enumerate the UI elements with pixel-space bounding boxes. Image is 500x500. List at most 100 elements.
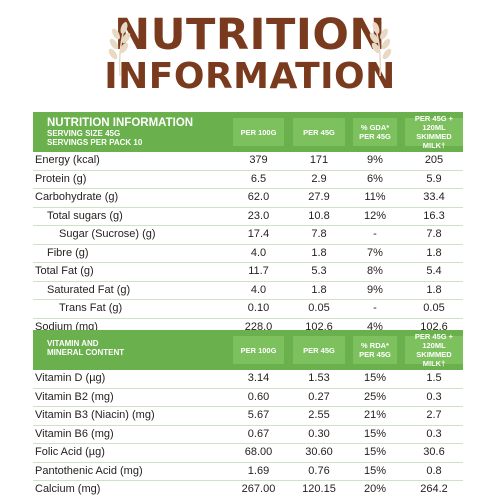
table-row: Vitamin B3 (Niacin) (mg) 5.67 2.55 21% 2.7 — [33, 407, 463, 426]
row-value: 0.67 — [247, 427, 270, 440]
row-label: Fibre (g) — [47, 246, 89, 259]
row-value: 33.4 — [423, 191, 445, 203]
row-value: 0.10 — [247, 302, 270, 314]
row-value: 171 — [309, 154, 329, 166]
row-value: 1.8 — [426, 283, 442, 296]
row-value: 30.6 — [423, 446, 445, 458]
row-label: Carbohydrate (g) — [35, 191, 119, 203]
row-label: Energy (kcal) — [35, 154, 100, 166]
servings-per-pack-label: SERVINGS PER PACK 10 — [47, 138, 143, 147]
wheat-icon — [369, 21, 392, 77]
row-label: Sugar (Sucrose) (g) — [59, 228, 156, 240]
row-label: Protein (g) — [35, 172, 87, 185]
column-header-per-100g: PER 100G — [233, 336, 284, 364]
row-value: 5.9 — [426, 172, 442, 185]
row-value: 4.0 — [250, 283, 267, 296]
row-value: 1.8 — [311, 246, 327, 259]
column-header-rda: % RDA* PER 45G — [353, 336, 397, 364]
column-header-with-milk: PER 45G + 120ML SKIMMED MILK† — [405, 114, 463, 150]
column-header-per-45g: PER 45G — [293, 336, 345, 364]
row-value: 10.8 — [308, 209, 330, 222]
vitamin-header-label: VITAMIN AND MINERAL CONTENT — [47, 339, 124, 357]
row-value: 2.9 — [311, 172, 327, 185]
row-label: Pantothenic Acid (mg) — [35, 464, 143, 477]
column-header-per-45g: PER 45G — [293, 118, 345, 146]
vitamin-table-header: VITAMIN AND MINERAL CONTENT PER 100G PER… — [33, 330, 463, 370]
row-value: 1.5 — [426, 372, 442, 384]
row-value: 7.8 — [311, 228, 327, 240]
row-value: 5.4 — [426, 265, 442, 277]
row-value: 0.8 — [426, 464, 442, 477]
column-header-per-100g: PER 100G — [233, 118, 284, 146]
row-value: 264.2 — [420, 483, 448, 495]
title-line-1: NUTRITION — [114, 10, 386, 60]
table-row: Trans Fat (g) 0.10 0.05 - 0.05 — [33, 300, 463, 319]
row-label: Trans Fat (g) — [59, 302, 123, 314]
row-value: 4% — [367, 320, 383, 333]
row-value: 11.7 — [248, 265, 269, 277]
row-value: 102.6 — [305, 320, 333, 333]
row-value: 7.8 — [426, 228, 442, 240]
row-value: 0.3 — [426, 390, 442, 403]
wheat-icon — [108, 21, 131, 77]
row-label: Saturated Fat (g) — [47, 283, 131, 296]
row-value: 12% — [363, 209, 387, 222]
row-label: Vitamin B3 (Niacin) (mg) — [35, 409, 155, 421]
row-label: Total sugars (g) — [47, 209, 123, 222]
row-value: 11% — [364, 191, 386, 203]
title-line-2: INFORMATION — [104, 56, 396, 97]
row-value: 9% — [367, 283, 383, 296]
row-value: 1.8 — [311, 283, 327, 296]
row-value: 2.55 — [308, 409, 330, 421]
row-value: 0.60 — [247, 390, 270, 403]
row-value: 17.4 — [247, 228, 270, 240]
row-value: 30.60 — [305, 446, 333, 458]
row-value: 62.0 — [247, 191, 270, 203]
vitamin-header-title-2: MINERAL CONTENT — [47, 348, 125, 357]
row-value: 15% — [363, 446, 387, 458]
table-row: Protein (g) 6.5 2.9 6% 5.9 — [33, 171, 463, 189]
row-label: Vitamin B2 (mg) — [35, 390, 114, 403]
row-value: 1.69 — [247, 464, 270, 477]
table-row: Total Fat (g) 11.7 5.3 8% 5.4 — [33, 263, 463, 282]
table-row: Vitamin D (µg) 3.14 1.53 15% 1.5 — [33, 370, 463, 389]
row-value: 7% — [367, 246, 383, 259]
row-label: Folic Acid (µg) — [35, 446, 105, 458]
row-value: 15% — [363, 372, 387, 384]
row-label: Total Fat (g) — [35, 265, 94, 277]
row-value: 21% — [363, 409, 387, 421]
row-value: 68.00 — [244, 446, 273, 458]
row-value: 2.7 — [426, 409, 442, 421]
table-row: Sodium (mg) 228.0 102.6 4% 102.6 — [33, 319, 463, 337]
row-label: Vitamin B6 (mg) — [35, 427, 114, 440]
row-value: 6.5 — [250, 172, 267, 185]
column-header-with-milk: PER 45G + 120ML SKIMMED MILK† — [405, 332, 463, 368]
row-value: 23.0 — [247, 209, 270, 222]
nutrition-header-label: NUTRITION INFORMATION SERVING SIZE 45G S… — [47, 117, 194, 147]
title-block: NUTRITION INFORMATION — [0, 14, 500, 95]
row-value: 1.53 — [308, 372, 330, 384]
row-value: 9% — [367, 154, 383, 166]
table-row: Saturated Fat (g) 4.0 1.8 9% 1.8 — [33, 282, 463, 300]
vitamin-rows: Vitamin D (µg) 3.14 1.53 15% 1.5 Vitamin B2 (… — [33, 370, 463, 499]
row-value: 102.6 — [420, 320, 448, 333]
row-value: 3.14 — [247, 372, 270, 384]
table-row: Energy (kcal) 379 171 9% 205 — [33, 152, 463, 171]
table-row: Folic Acid (µg) 68.00 30.60 15% 30.6 — [33, 444, 463, 463]
row-value: 27.9 — [308, 191, 330, 203]
row-value: 0.76 — [308, 464, 330, 477]
row-label: Vitamin D (µg) — [35, 372, 106, 384]
serving-size-label: SERVING SIZE 45G — [47, 129, 121, 138]
row-value: 5.3 — [311, 265, 327, 277]
row-value: 8% — [367, 265, 383, 277]
nutrition-header-title: NUTRITION INFORMATION — [47, 117, 194, 129]
nutrition-table: NUTRITION INFORMATION SERVING SIZE 45G S… — [33, 112, 463, 336]
row-value: - — [373, 228, 377, 240]
table-row: Fibre (g) 4.0 1.8 7% 1.8 — [33, 245, 463, 263]
row-value: 267.00 — [241, 483, 276, 495]
row-label: Sodium (mg) — [35, 320, 98, 333]
row-value: 6% — [367, 172, 383, 185]
table-row: Vitamin B6 (mg) 0.67 0.30 15% 0.3 — [33, 426, 463, 444]
table-row: Pantothenic Acid (mg) 1.69 0.76 15% 0.8 — [33, 463, 463, 481]
nutrition-table-header: NUTRITION INFORMATION SERVING SIZE 45G S… — [33, 112, 463, 152]
